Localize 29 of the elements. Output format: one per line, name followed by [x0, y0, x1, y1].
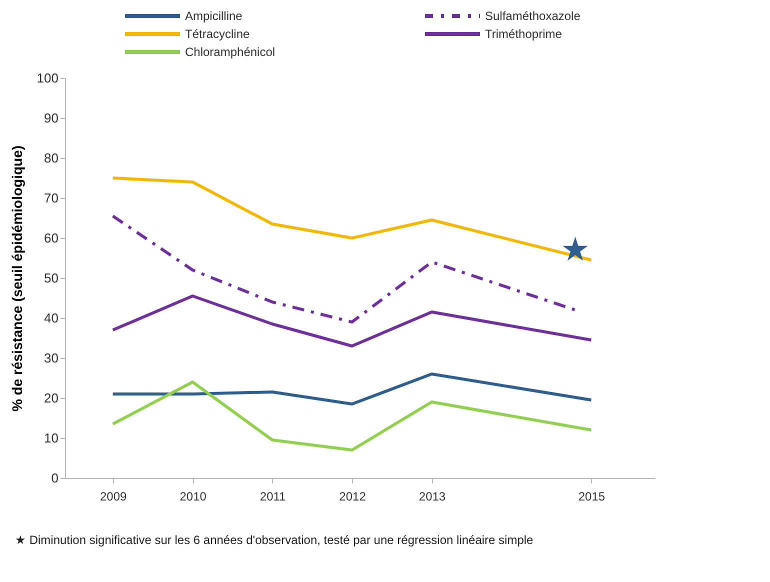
y-tick-label: 30	[44, 350, 58, 366]
y-tick-label: 0	[51, 470, 58, 486]
y-tick-label: 60	[44, 230, 58, 246]
y-tick-label: 100	[36, 70, 58, 86]
legend-label: Triméthoprime	[485, 27, 562, 41]
y-axis-title: % de résistance (seuil épidémiologique)	[8, 145, 25, 412]
y-tick-label: 90	[44, 110, 58, 126]
x-tick-label: 2011	[260, 490, 286, 504]
legend-label: Sulfaméthoxazole	[485, 9, 581, 23]
text: ★ Diminution significative sur les 6 années d'observation, testé par une régression linéaire simple	[15, 533, 534, 547]
line-series	[111, 380, 593, 452]
line-series	[111, 294, 593, 348]
y-tick-label: 10	[44, 430, 58, 446]
x-tick-label: 2013	[418, 490, 446, 504]
line-series	[111, 372, 593, 406]
x-tick-label: 2015	[578, 490, 606, 504]
legend-label: Tétracycline	[185, 27, 250, 41]
y-tick-label: 70	[44, 190, 58, 206]
legend-label: Ampicilline	[185, 9, 243, 23]
legend-label: Chloramphénicol	[185, 45, 276, 59]
x-tick-label: 2010	[180, 490, 207, 504]
x-tick-label: 2009	[100, 490, 128, 504]
y-tick-label: 80	[44, 150, 58, 166]
y-tick-label: 40	[44, 310, 58, 326]
line-series	[111, 176, 593, 262]
y-tick-label: 50	[44, 270, 58, 286]
x-tick-label: 2012	[339, 490, 366, 504]
y-tick-label: 20	[44, 390, 58, 406]
line-series	[111, 214, 577, 324]
